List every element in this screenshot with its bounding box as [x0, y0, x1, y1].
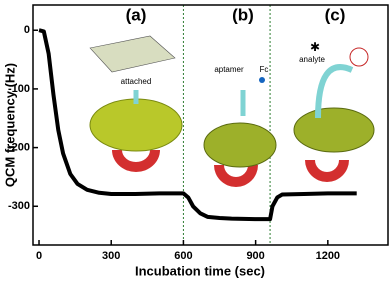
- annotation: analyte: [299, 55, 325, 64]
- magnet-a: [112, 150, 160, 172]
- annotation: (a): [126, 5, 147, 24]
- x-tick-label: 1200: [316, 250, 340, 262]
- x-tick-label: 0: [36, 250, 42, 262]
- annotation: attached: [121, 77, 152, 86]
- y-tick-label: -200: [8, 141, 30, 153]
- y-axis-label: QCM frequency (Hz): [2, 63, 17, 187]
- y-tick-label: -300: [8, 200, 30, 212]
- analyte-icon: ✱: [310, 40, 320, 54]
- annotation: Fc: [260, 65, 269, 74]
- y-tick-label: 0: [24, 24, 30, 36]
- x-tick-label: 300: [102, 250, 120, 262]
- plot-frame: [32, 4, 389, 246]
- ferrocene: [259, 77, 265, 83]
- analyte-complex: [349, 47, 369, 67]
- x-axis-label: Incubation time (sec): [135, 263, 265, 278]
- quartz-crystal: [293, 107, 375, 153]
- quartz-crystal: [203, 122, 277, 168]
- arrow: [315, 64, 354, 119]
- magnet-c: [305, 160, 349, 182]
- line-series: [38, 28, 357, 222]
- x-tick-label: 900: [246, 250, 264, 262]
- x-tick-label: 600: [174, 250, 192, 262]
- annotation: (c): [325, 5, 346, 24]
- illustrations: ✱: [89, 35, 375, 187]
- magnet-b: [214, 165, 258, 187]
- graphene-sheet: [89, 35, 176, 73]
- quartz-crystal: [89, 98, 183, 152]
- annotation: aptamer: [214, 65, 244, 74]
- annotation: (b): [232, 5, 254, 24]
- y-tick-label: -100: [8, 83, 30, 95]
